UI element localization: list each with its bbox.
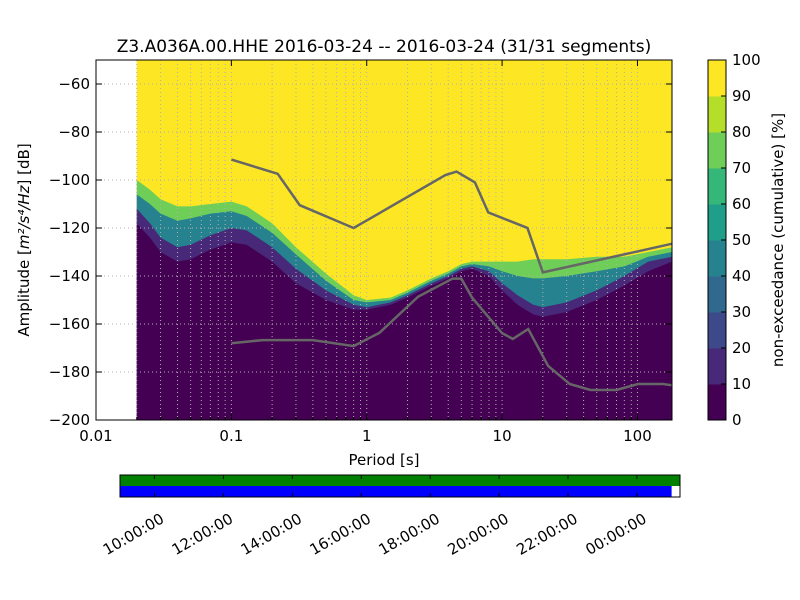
timeline-tick-label: 20:00:00: [444, 510, 511, 559]
noise-model-high: [230, 158, 672, 274]
y-axis-label: Amplitude [m²/s⁴/Hz] [dB]: [15, 143, 33, 336]
y-tick-label: −160: [49, 315, 90, 333]
colorbar-tick-label: 80: [732, 123, 751, 141]
y-tick-label: −180: [49, 363, 90, 381]
y-tick-label: −100: [49, 171, 90, 189]
y-axis-units: m²/s⁴/Hz: [15, 184, 33, 249]
x-axis: 0.01 0.1 1 10 100: [79, 60, 652, 445]
colorbar: 0 10 20 30 40 50 60 70 80 90 100 non-exceedance (c…: [707, 51, 787, 429]
chart-title: Z3.A036A.00.HHE 2016-03-24 -- 2016-03-24…: [117, 37, 652, 57]
y-tick-label: −140: [49, 267, 90, 285]
timeline-bar: [120, 475, 680, 486]
ppsd-plot-area: [95, 59, 673, 421]
y-axis: −200 −180 −160 −140 −120 −100 −80 −60: [49, 75, 672, 429]
colorbar-band: [708, 312, 726, 349]
noise-model-layer: [230, 158, 672, 392]
colorbar-label: non-exceedance (cumulative) [%]: [769, 113, 787, 367]
colorbar-band: [708, 204, 726, 241]
colorbar-tick-label: 50: [732, 231, 751, 249]
x-axis-label: Period [s]: [348, 451, 419, 469]
y-tick-label: −60: [58, 75, 90, 93]
colorbar-band: [708, 240, 726, 277]
y-tick-label: −200: [49, 411, 90, 429]
colorbar-band: [708, 96, 726, 133]
colorbar-ticks: 0 10 20 30 40 50 60 70 80 90 100: [721, 51, 761, 429]
colorbar-tick-label: 30: [732, 303, 751, 321]
colorbar-tick-label: 90: [732, 87, 751, 105]
colorbar-tick-label: 40: [732, 267, 751, 285]
colorbar-gradient: [708, 60, 726, 421]
timeline-frame: [119, 474, 681, 498]
colorbar-tick-label: 100: [732, 51, 761, 69]
x-tick-label: 0.01: [79, 427, 112, 445]
coverage-timeline: 10:00:00 12:00:00 14:00:00 16:00:00 18:00:00…: [100, 474, 681, 559]
heatmap-layer: [136, 60, 672, 420]
y-tick-label: −80: [58, 123, 90, 141]
colorbar-band: [708, 276, 726, 313]
colorbar-band: [708, 132, 726, 169]
timeline-tick-label: 16:00:00: [307, 510, 374, 559]
timeline-tick-label: 00:00:00: [582, 510, 649, 559]
grid-layer: [96, 60, 672, 420]
colorbar-tick-label: 10: [732, 375, 751, 393]
x-tick-label: 100: [623, 427, 652, 445]
colorbar-band: [708, 348, 726, 385]
y-tick-label: −120: [49, 219, 90, 237]
timeline-bar: [120, 486, 672, 497]
timeline-tick-label: 14:00:00: [238, 510, 305, 559]
colorbar-band: [708, 60, 726, 97]
x-tick-label: 10: [493, 427, 512, 445]
noise-model-low: [231, 277, 672, 392]
timeline-tick-label: 12:00:00: [169, 510, 236, 559]
x-tick-label: 1: [362, 427, 372, 445]
colorbar-tick-label: 70: [732, 159, 751, 177]
colorbar-band: [708, 168, 726, 205]
colorbar-band: [708, 384, 726, 421]
plot-frame: [95, 59, 673, 421]
x-tick-label: 0.1: [219, 427, 243, 445]
timeline-tick-label: 18:00:00: [376, 510, 443, 559]
colorbar-tick-label: 60: [732, 195, 751, 213]
heatmap-region-p0: [136, 223, 672, 420]
colorbar-tick-label: 20: [732, 339, 751, 357]
timeline-tick-label: 22:00:00: [513, 510, 580, 559]
colorbar-tick-label: 0: [732, 411, 742, 429]
timeline-tick-label: 10:00:00: [100, 510, 167, 559]
